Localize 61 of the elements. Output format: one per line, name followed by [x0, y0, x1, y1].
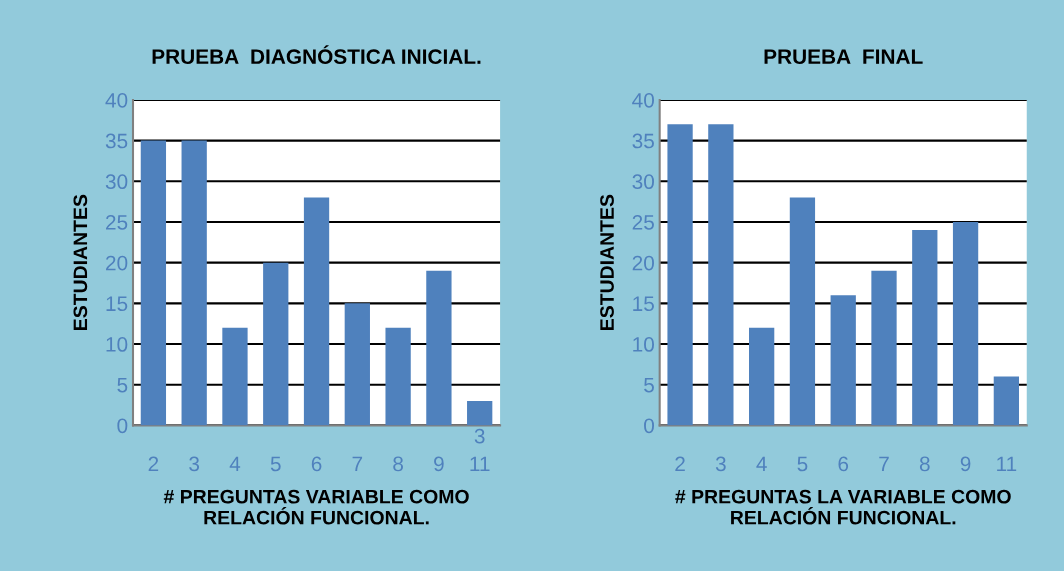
x-tick-label: 9: [434, 456, 444, 472]
x-tick-label: 11: [470, 456, 490, 472]
bar: [385, 327, 411, 426]
y-tick-label: 5: [117, 377, 128, 393]
bar: [140, 140, 167, 426]
x-tick-label: 4: [229, 456, 241, 472]
y-tick-label: 35: [632, 133, 654, 149]
bar: [830, 295, 856, 426]
x-tick-label: 8: [393, 456, 403, 472]
y-tick-label: 0: [117, 418, 128, 434]
x-tick-label: 6: [838, 456, 849, 472]
y-axis-title: ESTUDIANTES: [600, 194, 614, 330]
y-tick-label: 15: [106, 296, 128, 312]
x-tick-label: 9: [960, 456, 971, 472]
x-tick-label: 4: [756, 456, 767, 472]
y-tick-label: 20: [632, 255, 655, 271]
bar: [303, 197, 330, 426]
y-tick-label: 5: [644, 377, 654, 393]
bar: [789, 197, 816, 426]
y-tick-label: 10: [633, 337, 655, 352]
bar: [263, 262, 289, 426]
bar: [344, 303, 370, 426]
bar: [181, 140, 207, 426]
bar: [708, 124, 734, 426]
bar: [993, 376, 1020, 426]
y-tick-label: 30: [105, 174, 128, 190]
x-tick-label: 11: [997, 456, 1017, 472]
x-axis-title: # PREGUNTAS LA VARIABLE COMO RELACIÓN FUNCIONAL.: [675, 489, 1011, 525]
bar: [952, 221, 979, 426]
chart-title: PRUEBA DIAGNÓSTICA INICIAL.: [152, 45, 481, 65]
x-tick-label: 2: [675, 456, 685, 472]
y-tick-label: 20: [106, 255, 128, 271]
bar: [912, 230, 938, 426]
data-label: 3: [474, 428, 485, 444]
y-tick-label: 25: [632, 214, 654, 230]
x-tick-label: 7: [879, 456, 889, 472]
y-tick-label: 40: [632, 92, 655, 108]
x-tick-label: 5: [270, 456, 281, 472]
bar: [426, 270, 452, 426]
y-axis-title: ESTUDIANTES: [73, 194, 88, 330]
y-tick-label: 25: [106, 214, 128, 230]
x-tick-label: 2: [148, 456, 159, 472]
x-tick-label: 5: [797, 456, 808, 472]
x-tick-label: 3: [715, 456, 726, 472]
bar: [222, 327, 248, 426]
x-tick-label: 8: [919, 456, 930, 472]
y-tick-label: 40: [105, 92, 128, 108]
x-tick-label: 3: [189, 456, 200, 472]
x-tick-label: 6: [311, 456, 322, 472]
x-tick-label: 7: [352, 456, 363, 472]
bar: [749, 327, 775, 426]
y-tick-label: 10: [106, 337, 128, 352]
bar: [871, 270, 897, 426]
chart-title: PRUEBA FINAL: [764, 49, 923, 65]
y-tick-label: 0: [644, 418, 655, 434]
y-tick-label: 35: [105, 133, 128, 149]
y-tick-label: 30: [632, 174, 655, 190]
bar: [667, 124, 693, 426]
x-axis-title: # PREGUNTAS VARIABLE COMO RELACIÓN FUNCIONAL.: [163, 489, 469, 525]
bar: [467, 400, 493, 426]
y-tick-label: 15: [633, 296, 654, 312]
